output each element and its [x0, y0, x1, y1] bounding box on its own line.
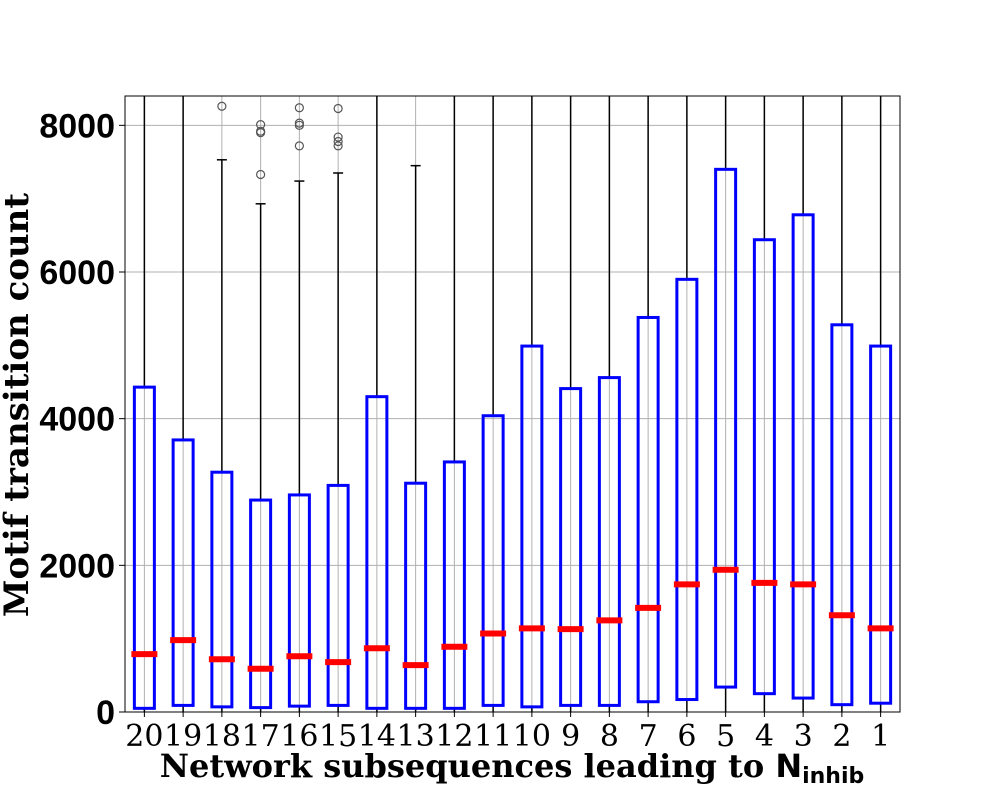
outlier-point [217, 101, 227, 111]
y-axis-label: Motif transition count [0, 193, 37, 617]
y-tick-label: 8000 [39, 107, 115, 145]
y-tick-label: 0 [96, 694, 115, 732]
x-axis-ticks: 20 19 18 17 16 15 14 13 12 11 10 9 8 7 6 5 4 3 2 1 [125, 712, 890, 754]
outliers [217, 101, 343, 180]
x-tick-label: 9 [561, 719, 580, 754]
x-tick-label: 6 [677, 719, 696, 754]
box [636, 315, 660, 704]
x-tick-label: 11 [474, 719, 512, 754]
outlier-point [333, 141, 343, 151]
box [132, 385, 156, 710]
outlier-point [294, 118, 304, 128]
x-axis-label: Network subsequences leading to Ninhib [160, 747, 865, 789]
outlier-point [294, 141, 304, 151]
x-tick-label: 2 [832, 719, 851, 754]
box [752, 238, 776, 696]
outlier-point [333, 103, 343, 114]
box [365, 395, 389, 710]
x-tick-label: 17 [242, 719, 280, 754]
outlier-point [294, 103, 304, 113]
x-tick-label: 20 [125, 719, 163, 754]
box [442, 460, 466, 710]
x-tick-label: 12 [435, 719, 473, 754]
box [520, 344, 544, 709]
box [481, 414, 505, 707]
boxes [132, 167, 893, 710]
box [287, 493, 311, 708]
x-tick-label: 4 [755, 719, 774, 754]
medians [131, 566, 894, 672]
box [171, 438, 195, 707]
plot-area-frame [124, 95, 901, 713]
box [210, 470, 234, 709]
box [869, 344, 893, 705]
x-tick-label: 3 [794, 719, 813, 754]
y-tick-label: 4000 [39, 401, 115, 439]
box [675, 277, 699, 702]
box [559, 387, 583, 707]
y-tick-label: 6000 [39, 254, 115, 292]
x-axis-label-symbol: N [775, 747, 802, 785]
gridlines [125, 96, 900, 713]
box [597, 376, 621, 707]
outlier-point [333, 136, 343, 147]
x-tick-label: 13 [397, 719, 435, 754]
y-axis-ticks: 0 2000 4000 6000 8000 [39, 107, 125, 732]
y-tick-label: 2000 [39, 547, 115, 585]
x-tick-label: 16 [280, 719, 318, 754]
box [249, 498, 273, 710]
x-tick-label: 5 [716, 719, 735, 754]
x-tick-label: 10 [513, 719, 551, 754]
x-axis-label-subscript: inhib [802, 764, 864, 789]
x-tick-label: 19 [164, 719, 202, 754]
whiskers [143, 96, 882, 712]
x-tick-label: 1 [871, 719, 890, 754]
outlier-point [256, 119, 266, 130]
x-tick-label: 18 [203, 719, 241, 754]
box [714, 167, 738, 689]
box [404, 481, 428, 710]
box [830, 323, 854, 707]
outlier-point [256, 169, 266, 180]
x-tick-label: 15 [319, 719, 357, 754]
x-tick-label: 7 [639, 719, 658, 754]
x-axis-label-text: Network subsequences leading to [160, 747, 776, 785]
box [791, 213, 815, 700]
x-tick-label: 8 [600, 719, 619, 754]
x-tick-label: 14 [358, 719, 396, 754]
outlier-point [256, 126, 266, 136]
outlier-point [333, 132, 343, 142]
box [326, 483, 350, 707]
